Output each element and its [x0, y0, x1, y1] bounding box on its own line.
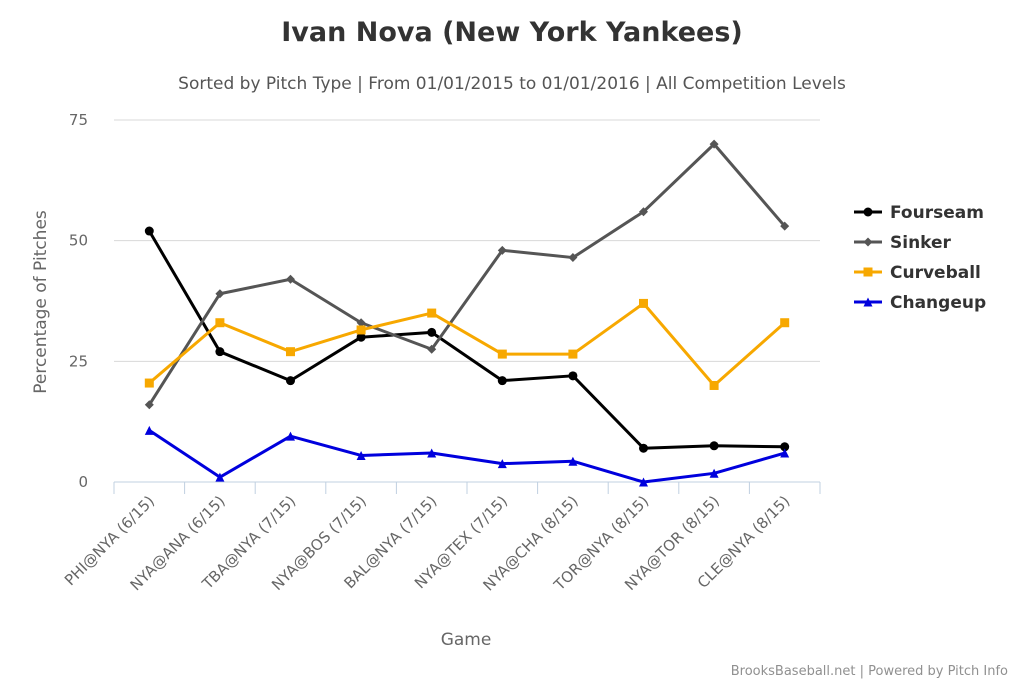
- data-point-fourseam[interactable]: [427, 327, 437, 337]
- data-point-sinker[interactable]: [427, 344, 437, 354]
- data-point-sinker[interactable]: [780, 221, 790, 231]
- legend-label: Changeup: [890, 293, 986, 313]
- data-point-changeup[interactable]: [709, 468, 719, 478]
- data-point-curveball[interactable]: [780, 318, 790, 328]
- x-axis-ticks: PHI@NYA (6/15)NYA@ANA (6/15)TBA@NYA (7/1…: [61, 492, 794, 595]
- legend-marker-changeup[interactable]: [863, 297, 873, 307]
- data-point-curveball[interactable]: [356, 325, 366, 335]
- data-point-sinker[interactable]: [356, 318, 366, 328]
- data-point-changeup[interactable]: [427, 448, 437, 458]
- data-point-changeup[interactable]: [144, 425, 154, 435]
- data-point-changeup[interactable]: [639, 477, 648, 487]
- series-line-fourseam[interactable]: [148, 230, 785, 450]
- y-tick-label: 25: [69, 352, 88, 370]
- legend-marker-curveball[interactable]: [863, 267, 873, 277]
- series-curveball: [144, 298, 790, 390]
- data-point-fourseam[interactable]: [144, 226, 154, 236]
- legend-label: Fourseam: [890, 203, 984, 223]
- x-axis: [113, 481, 821, 494]
- y-tick-label: 75: [69, 111, 88, 129]
- data-point-fourseam[interactable]: [780, 442, 790, 452]
- data-point-sinker[interactable]: [639, 207, 648, 217]
- data-point-curveball[interactable]: [286, 347, 295, 357]
- data-point-fourseam[interactable]: [639, 443, 648, 453]
- series-line-sinker[interactable]: [148, 142, 786, 406]
- series-sinker: [144, 139, 790, 410]
- data-point-fourseam[interactable]: [709, 441, 719, 451]
- data-point-changeup[interactable]: [215, 472, 225, 482]
- data-point-sinker[interactable]: [144, 400, 154, 410]
- y-tick-label: 50: [69, 232, 88, 250]
- legend-item-sinker[interactable]: Sinker: [854, 233, 952, 253]
- data-point-fourseam[interactable]: [215, 347, 225, 357]
- data-point-sinker[interactable]: [286, 274, 295, 284]
- data-point-sinker[interactable]: [497, 245, 507, 255]
- legend-item-curveball[interactable]: Curveball: [854, 263, 981, 283]
- data-point-sinker[interactable]: [568, 253, 578, 263]
- grid-lines: [114, 119, 820, 362]
- x-axis-label: Game: [441, 630, 492, 650]
- legend: Fourseam Sinker Curveball Changeup: [854, 203, 986, 313]
- chart-title: Ivan Nova (New York Yankees): [281, 17, 743, 48]
- series-fourseam: [144, 226, 790, 453]
- data-point-curveball[interactable]: [709, 380, 719, 390]
- data-point-changeup[interactable]: [497, 459, 507, 469]
- data-point-changeup[interactable]: [568, 456, 578, 466]
- data-point-fourseam[interactable]: [356, 332, 366, 342]
- legend-item-changeup[interactable]: Changeup: [854, 293, 986, 313]
- data-point-fourseam[interactable]: [286, 376, 295, 386]
- data-point-curveball[interactable]: [215, 318, 225, 328]
- data-point-changeup[interactable]: [286, 431, 295, 441]
- series-group: [144, 139, 790, 487]
- data-point-sinker[interactable]: [709, 139, 719, 149]
- data-point-curveball[interactable]: [568, 349, 578, 359]
- legend-item-fourseam[interactable]: Fourseam: [854, 203, 984, 223]
- data-point-curveball[interactable]: [144, 378, 154, 388]
- series-changeup: [144, 425, 790, 487]
- legend-label: Curveball: [890, 263, 981, 283]
- data-point-fourseam[interactable]: [568, 371, 578, 381]
- series-line-curveball[interactable]: [148, 301, 786, 387]
- data-point-curveball[interactable]: [497, 349, 507, 359]
- data-point-curveball[interactable]: [427, 308, 437, 318]
- data-point-sinker[interactable]: [215, 289, 225, 299]
- y-axis-ticks: 0 25 50 75: [69, 111, 88, 491]
- y-tick-label: 0: [78, 473, 88, 491]
- chart-subtitle: Sorted by Pitch Type | From 01/01/2015 t…: [178, 74, 846, 94]
- legend-marker-sinker[interactable]: [863, 237, 873, 247]
- credits[interactable]: BrooksBaseball.net | Powered by Pitch In…: [731, 664, 1008, 679]
- legend-label: Sinker: [890, 233, 952, 253]
- legend-marker-fourseam[interactable]: [863, 207, 873, 217]
- data-point-curveball[interactable]: [639, 298, 648, 308]
- series-line-changeup[interactable]: [148, 429, 786, 484]
- data-point-fourseam[interactable]: [497, 376, 507, 386]
- y-axis-label: Percentage of Pitches: [31, 210, 51, 394]
- data-point-changeup[interactable]: [356, 450, 366, 460]
- data-point-changeup[interactable]: [780, 448, 790, 458]
